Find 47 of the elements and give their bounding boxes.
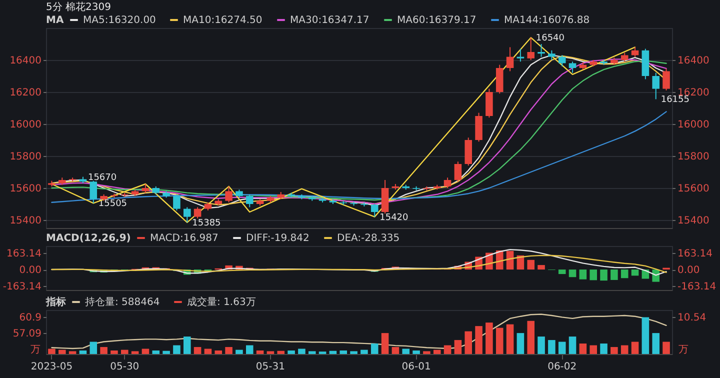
- y-tick-label: 60.9: [19, 312, 42, 324]
- y-tick-label: -163.14: [2, 282, 42, 293]
- legend-label: 成交量: 1.63万: [187, 296, 256, 308]
- x-tick-label: 06-02: [548, 362, 577, 372]
- y2-tick-label: 15600: [678, 184, 710, 194]
- y-axis-title: 万: [30, 344, 40, 356]
- x-tick-label: 2023-05: [30, 362, 73, 372]
- legend-label: DIFF:-19.842: [246, 233, 310, 244]
- legend-label: MA30:16347.17: [290, 15, 370, 26]
- y2-axis-title: 万: [678, 344, 688, 356]
- y2-tick-label: -163.14: [678, 282, 716, 293]
- annotation: 16155: [660, 95, 690, 106]
- annotation: 15385: [192, 218, 221, 228]
- y-tick-label: 16000: [10, 120, 42, 130]
- y2-tick-label: 15800: [678, 152, 710, 162]
- y-tick-label: 57.09: [12, 328, 42, 340]
- legend-title: 指标: [45, 296, 66, 308]
- annotation: 15420: [380, 212, 409, 223]
- legend-label: 持仓量: 588464: [85, 296, 160, 308]
- legend-label: MA60:16379.17: [397, 15, 476, 26]
- y-tick-label: 15600: [10, 184, 42, 194]
- y2-tick-label: 10.54: [678, 312, 706, 324]
- y-tick-label: 16200: [10, 88, 42, 98]
- annotation: 15505: [98, 199, 128, 210]
- legend-title: MA: [46, 15, 64, 26]
- annotation: 16540: [536, 34, 565, 44]
- y-tick-label: 163.14: [6, 248, 42, 260]
- legend-label: MA144:16076.88: [504, 15, 590, 26]
- legend-label: MA10:16274.50: [183, 15, 262, 26]
- x-tick-label: 05-30: [110, 362, 140, 372]
- annotation: 15670: [88, 172, 117, 183]
- x-tick-label: 05-31: [256, 362, 285, 372]
- x-tick-label: 06-01: [402, 362, 431, 372]
- y2-tick-label: 16400: [678, 56, 710, 66]
- y2-tick-label: 16000: [678, 120, 710, 130]
- y2-tick-label: 163.14: [678, 248, 712, 260]
- y-tick-label: 16400: [10, 56, 42, 66]
- chart-title: 5分 棉花2309: [46, 1, 111, 13]
- y2-tick-label: 0.00: [678, 265, 700, 276]
- y2-tick-label: 15400: [678, 216, 710, 226]
- legend-label: MACD:16.987: [150, 233, 218, 244]
- y-tick-label: 15400: [10, 216, 42, 226]
- legend-label: DEA:-28.335: [337, 233, 400, 244]
- y-tick-label: 0.00: [19, 265, 42, 276]
- y-tick-label: 15800: [10, 152, 42, 162]
- legend-label: MA5:16320.00: [83, 15, 156, 26]
- legend-title: MACD(12,26,9): [46, 233, 131, 244]
